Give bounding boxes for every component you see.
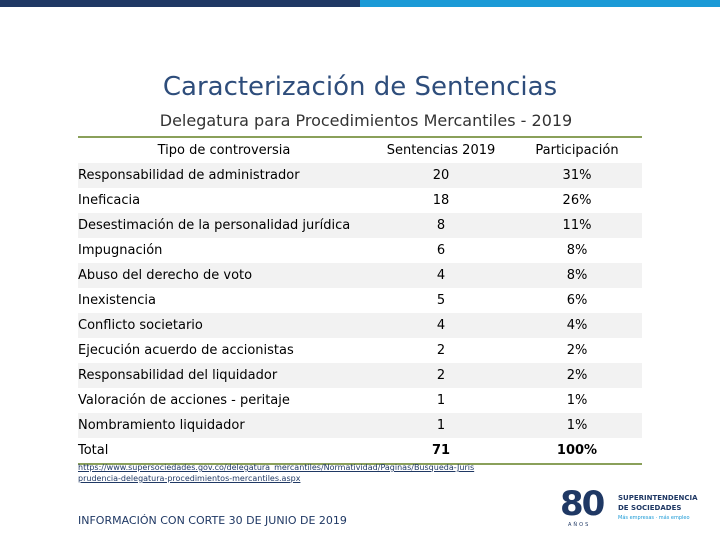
cell-count: 1 — [436, 393, 446, 408]
sentences-table: Tipo de controversia Sentencias 2019 Par… — [78, 136, 642, 465]
cell-type: Ineficacia — [78, 193, 141, 208]
cell-count: 2 — [370, 363, 512, 388]
logo-years: AÑOS — [568, 522, 591, 528]
logo-name-line2: DE SOCIEDADES — [618, 504, 682, 512]
cell-type: Impugnación — [78, 243, 163, 258]
table-row: Responsabilidad de administrador 20 31% — [78, 163, 642, 188]
cell-type: Desestimación de la personalidad jurídic… — [78, 213, 370, 238]
cell-type: Valoración de acciones - peritaje — [78, 393, 290, 408]
table-row: Impugnación 6 8% — [78, 238, 642, 263]
cell-count: 20 — [370, 163, 512, 188]
header-controversy-type: Tipo de controversia — [157, 143, 291, 158]
logo-tagline: Más empresas · más empleo — [618, 515, 690, 521]
cell-share: 11% — [512, 213, 642, 238]
cell-type: Ejecución acuerdo de accionistas — [78, 343, 294, 358]
logo-name-line1: SUPERINTENDENCIA — [618, 494, 698, 502]
cell-share: 2% — [512, 363, 642, 388]
table-row: Ejecución acuerdo de accionistas 2 2% — [78, 338, 642, 363]
table-row: Inexistencia 5 6% — [78, 288, 642, 313]
cell-share: 1% — [512, 413, 642, 438]
cell-share: 6% — [566, 293, 588, 308]
cell-count: 5 — [436, 293, 446, 308]
cutoff-note: INFORMACIÓN CON CORTE 30 DE JUNIO DE 201… — [78, 514, 347, 527]
header-participation: Participación — [535, 143, 619, 158]
cell-count: 18 — [432, 193, 450, 208]
cell-share: 1% — [566, 393, 588, 408]
table-row: Valoración de acciones - peritaje 1 1% — [78, 388, 642, 413]
cell-share: 26% — [562, 193, 592, 208]
source-link[interactable]: https://www.supersociedades.gov.co/deleg… — [78, 463, 475, 483]
cell-count: 2 — [436, 343, 446, 358]
total-count: 71 — [370, 438, 512, 465]
cell-count: 4 — [370, 263, 512, 288]
total-share: 100% — [512, 438, 642, 465]
cell-count: 8 — [370, 213, 512, 238]
cell-share: 4% — [512, 313, 642, 338]
top-bar-light — [360, 0, 720, 7]
header-sentences: Sentencias 2019 — [386, 143, 496, 158]
table-row: Nombramiento liquidador 1 1% — [78, 413, 642, 438]
cell-share: 8% — [566, 243, 588, 258]
cell-type: Conflicto societario — [78, 313, 370, 338]
total-label: Total — [78, 438, 370, 465]
table-total-row: Total 71 100% — [78, 438, 642, 465]
cell-type: Responsabilidad del liquidador — [78, 363, 370, 388]
page-title: Caracterización de Sentencias — [162, 72, 558, 102]
table-row: Abuso del derecho de voto 4 8% — [78, 263, 642, 288]
cell-type: Nombramiento liquidador — [78, 413, 370, 438]
table-row: Responsabilidad del liquidador 2 2% — [78, 363, 642, 388]
cell-type: Abuso del derecho de voto — [78, 263, 370, 288]
cell-type: Inexistencia — [78, 293, 156, 308]
top-bar-dark — [0, 0, 360, 7]
cell-share: 8% — [512, 263, 642, 288]
cell-count: 1 — [370, 413, 512, 438]
table-row: Ineficacia 18 26% — [78, 188, 642, 213]
cell-type: Responsabilidad de administrador — [78, 163, 370, 188]
table-row: Desestimación de la personalidad jurídic… — [78, 213, 642, 238]
cell-count: 6 — [436, 243, 446, 258]
page-subtitle: Delegatura para Procedimientos Mercantil… — [159, 111, 573, 130]
table-row: Conflicto societario 4 4% — [78, 313, 642, 338]
cell-count: 4 — [370, 313, 512, 338]
logo-80-mark: 80 — [560, 484, 605, 524]
table-header-row: Tipo de controversia Sentencias 2019 Par… — [78, 137, 642, 163]
cell-share: 2% — [566, 343, 588, 358]
cell-share: 31% — [512, 163, 642, 188]
supersociedades-logo: 80 AÑOS SUPERINTENDENCIA DE SOCIEDADES M… — [560, 484, 710, 532]
